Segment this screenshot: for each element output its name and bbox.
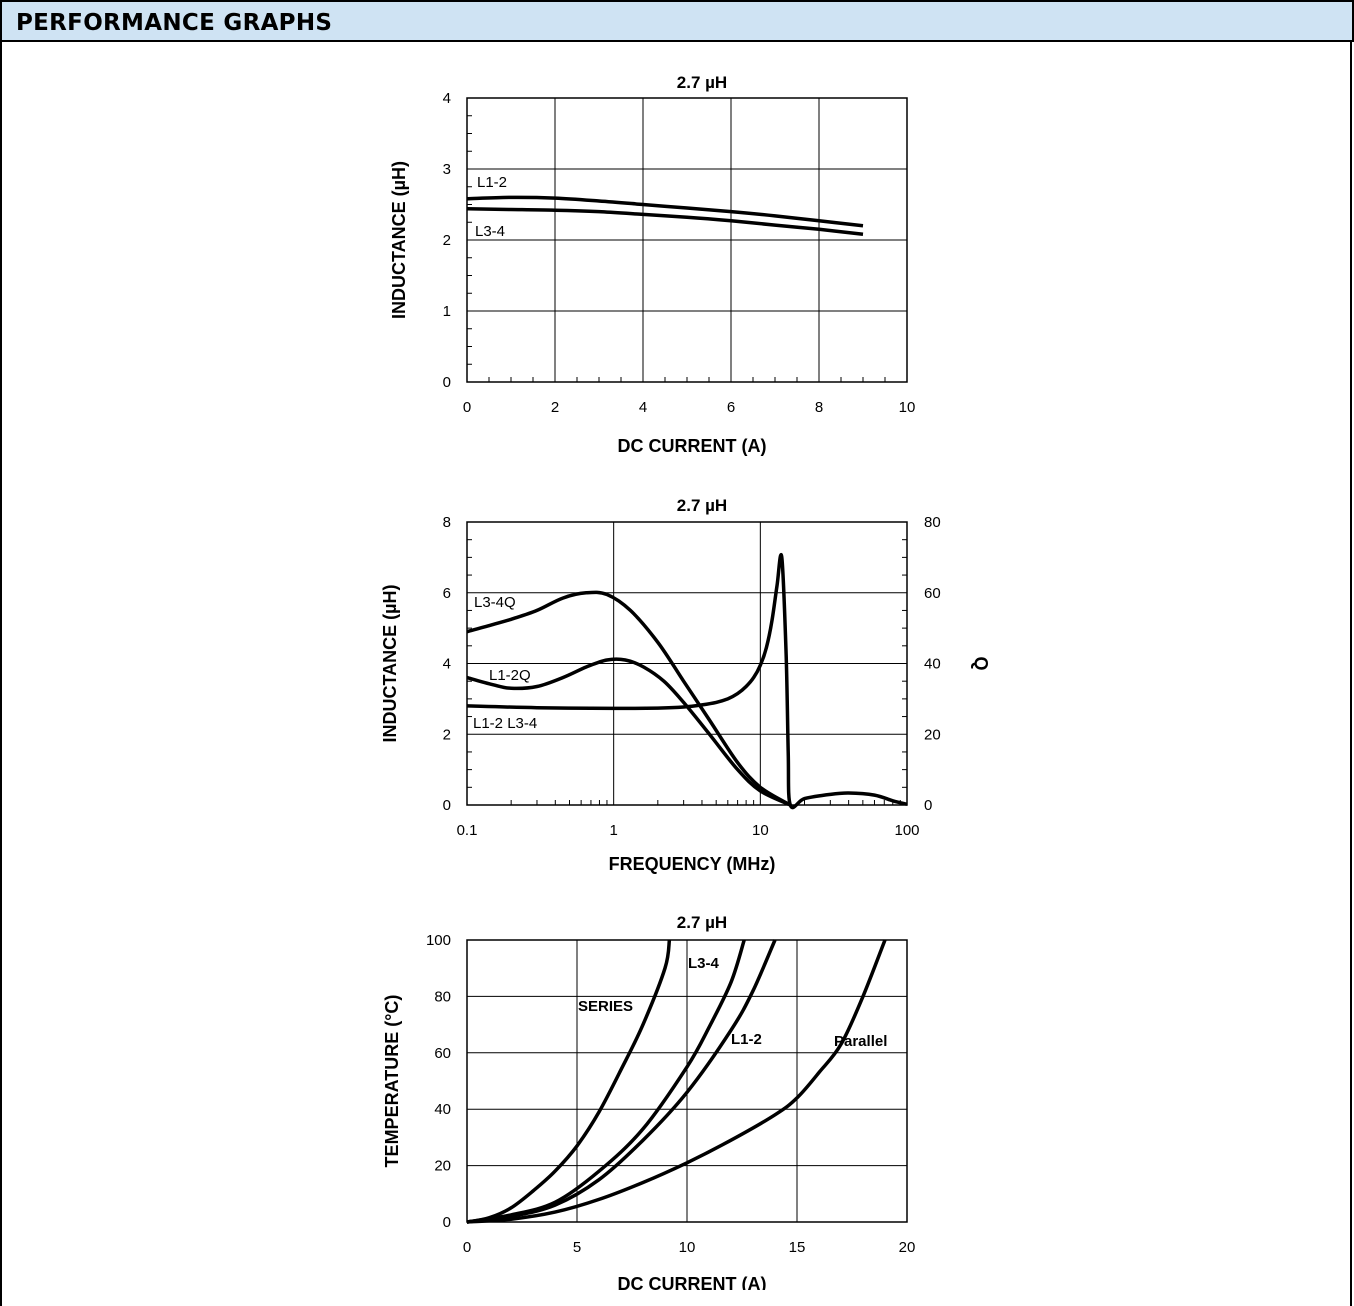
series-label: L3-4	[475, 223, 505, 240]
x-tick-label: 6	[727, 399, 735, 416]
y-axis-title: TEMPERATURE (°C)	[382, 995, 402, 1168]
y-tick-label: 1	[443, 303, 451, 320]
y-axis-title: INDUCTANCE (µH)	[389, 161, 409, 319]
y-tick-label: 40	[434, 1101, 451, 1118]
series-line-l3-4q	[466, 590, 792, 807]
x-tick-label: 4	[639, 399, 647, 416]
series-label: L1-2	[477, 174, 507, 191]
section-header: PERFORMANCE GRAPHS	[0, 0, 1354, 42]
y-tick-label: 2	[443, 232, 451, 249]
y-tick-label: 0	[443, 797, 451, 814]
y-tick-label: 4	[443, 90, 451, 107]
series-line-l3-4	[466, 207, 864, 237]
x-axis-title: DC CURRENT (A)	[618, 436, 767, 456]
y-tick-label: 8	[443, 514, 451, 531]
y2-tick-label: 60	[924, 585, 941, 602]
y-tick-label: 6	[443, 585, 451, 602]
series-label: L1-2	[731, 1031, 762, 1048]
y-tick-label: 100	[426, 932, 451, 949]
inductance-vs-current-chart: L1-2 L3-4 0 2 4 6 8 10 0 1 2 3 4 2.7 µH DC CURRENT (A)…	[389, 73, 916, 456]
x-tick-label: 100	[894, 822, 919, 839]
series-line-parallel	[466, 939, 887, 1224]
chart-title: 2.7 µH	[677, 73, 727, 92]
series-label: L1-2 L3-4	[473, 715, 537, 732]
series-line-l1-2-l3-4	[466, 553, 908, 810]
y-tick-label: 80	[434, 988, 451, 1005]
x-tick-label: 8	[815, 399, 823, 416]
x-tick-label: 10	[679, 1239, 696, 1256]
x-tick-label: 0	[463, 1239, 471, 1256]
plot-area	[466, 521, 908, 806]
series-line-l1-2	[466, 939, 777, 1224]
y-tick-label: 0	[443, 374, 451, 391]
series-label: L1-2Q	[489, 667, 531, 684]
y-axis-title: INDUCTANCE (µH)	[380, 584, 400, 742]
y2-tick-label: 80	[924, 514, 941, 531]
chart-title: 2.7 µH	[677, 913, 727, 932]
x-tick-label: 0.1	[457, 822, 478, 839]
series-line-l1-2	[466, 195, 864, 228]
y2-tick-label: 20	[924, 726, 941, 743]
series-label: L3-4Q	[474, 594, 516, 611]
y-tick-label: 60	[434, 1045, 451, 1062]
temperature-vs-current-chart: SERIES L3-4 L1-2 Parallel 0 5 10 15 20 0 20 40 60 80 1…	[382, 913, 916, 1290]
chart-title: 2.7 µH	[677, 496, 727, 515]
series-label: L3-4	[688, 955, 720, 972]
x-tick-label: 5	[573, 1239, 581, 1256]
x-tick-label: 10	[899, 399, 916, 416]
x-tick-label: 0	[463, 399, 471, 416]
x-tick-label: 1	[609, 822, 617, 839]
plot-area	[466, 97, 908, 383]
y2-axis-title: Q	[971, 656, 991, 670]
y-tick-label: 0	[443, 1214, 451, 1231]
x-axis-title: DC CURRENT (A)	[618, 1274, 767, 1290]
y2-tick-label: 0	[924, 797, 932, 814]
x-axis-title: FREQUENCY (MHz)	[609, 854, 776, 874]
series-line-l1-2q	[466, 657, 792, 807]
y-tick-label: 20	[434, 1158, 451, 1175]
y-tick-label: 2	[443, 726, 451, 743]
x-tick-label: 2	[551, 399, 559, 416]
series-line-series	[466, 939, 672, 1224]
section-title: PERFORMANCE GRAPHS	[16, 10, 333, 36]
x-tick-label: 10	[752, 822, 769, 839]
y2-tick-label: 40	[924, 656, 941, 673]
y-tick-label: 4	[443, 656, 451, 673]
series-label: SERIES	[578, 998, 633, 1015]
x-tick-label: 15	[789, 1239, 806, 1256]
series-label: Parallel	[834, 1033, 887, 1050]
y-tick-label: 3	[443, 161, 451, 178]
series-line-l3-4	[466, 939, 746, 1224]
plot-area	[466, 939, 908, 1223]
x-tick-label: 20	[899, 1239, 916, 1256]
